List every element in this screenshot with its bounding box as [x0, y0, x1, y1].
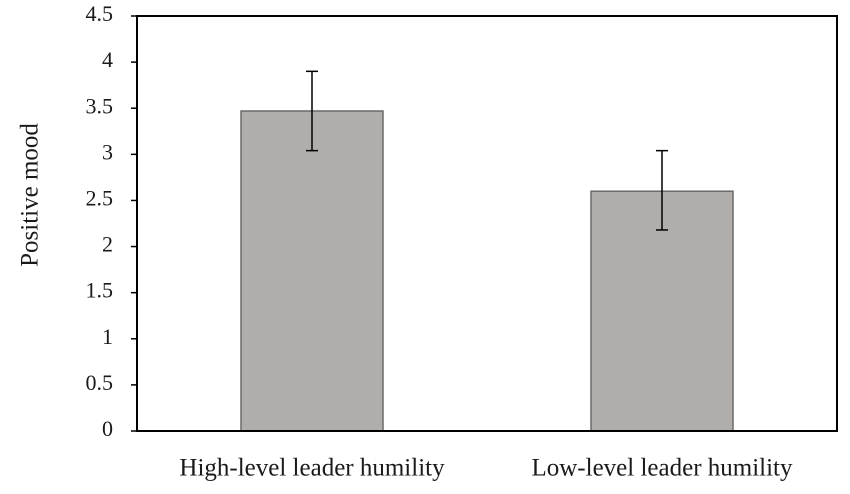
bar: [590, 190, 734, 432]
error-bar: [306, 70, 318, 152]
y-tick-label: 1.5: [86, 278, 114, 303]
error-bars-layer: [306, 70, 668, 231]
y-tick-label: 3.5: [86, 93, 114, 118]
bars-layer: [240, 110, 734, 432]
y-tick-label: 4.5: [86, 1, 114, 26]
x-axis-categories: High-level leader humility Low-level lead…: [179, 455, 793, 482]
error-bar: [656, 149, 668, 231]
y-tick-label: 2: [102, 232, 113, 257]
y-axis-ticks: 0 0.5 1 1.5 2 2.5 3 3.5 4 4.5: [86, 1, 137, 441]
y-tick-label: 0: [102, 416, 113, 441]
y-axis-title: Positive mood: [17, 123, 44, 267]
bar: [240, 110, 384, 432]
y-tick-label: 4: [102, 47, 113, 72]
y-tick-label: 1: [102, 324, 113, 349]
y-tick-label: 2.5: [86, 185, 114, 210]
y-tick-label: 0.5: [86, 370, 114, 395]
y-tick-label: 3: [102, 139, 113, 164]
plot-area-frame: [136, 15, 838, 432]
x-category-label: Low-level leader humility: [531, 455, 793, 482]
x-category-label: High-level leader humility: [179, 455, 445, 482]
